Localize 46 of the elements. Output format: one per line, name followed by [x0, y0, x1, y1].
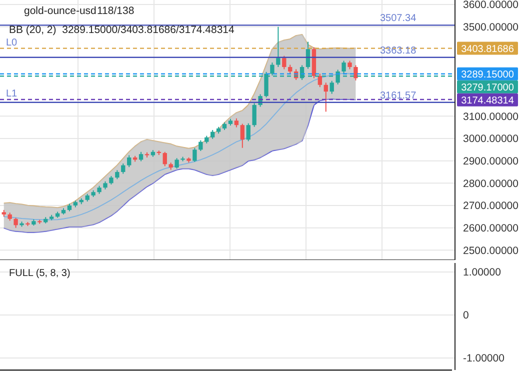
y-tick-label: 3000.00000: [463, 133, 519, 146]
candlestick: [306, 41, 310, 70]
candlestick: [342, 60, 346, 74]
text: BB (20, 2) 3289.15000/3403.81686/3174.48314: [9, 24, 235, 36]
y-tick-label: 3500.00000: [463, 21, 519, 34]
ref-line-label: 3161.57: [380, 90, 417, 102]
candlestick: [138, 151, 144, 162]
candlestick: [121, 163, 126, 174]
ref-line-label: 3507.34: [380, 13, 417, 24]
candlestick: [162, 151, 167, 167]
candlestick: [252, 102, 256, 128]
y-tick-label: 2600.00000: [463, 222, 519, 235]
candlestick: [198, 140, 203, 152]
candlestick: [276, 26, 280, 68]
candlestick: [324, 82, 328, 112]
text: 0: [463, 310, 469, 322]
text: gold-ounce-usd: [24, 5, 97, 17]
text: 1.00000: [463, 266, 502, 279]
candlestick: [354, 64, 358, 81]
y-tick-label: 3600.00000: [463, 0, 519, 12]
candlestick: [330, 80, 334, 94]
y-tick-label: 3100.00000: [463, 110, 519, 123]
candlestick: [318, 73, 322, 88]
text: -1.00000: [463, 352, 505, 365]
y-tick-label: 2800.00000: [463, 178, 519, 190]
ref-line-label: 3403.81686: [461, 44, 514, 55]
y-tick-label: 2500.00000: [463, 244, 519, 257]
text: FULL (5, 8, 3): [9, 268, 70, 279]
candlestick: [282, 55, 286, 70]
annotation: L1: [6, 88, 18, 100]
candlestick: [127, 154, 132, 168]
ref-line-label: 3363.18: [380, 45, 417, 56]
y-tick-label: 2700.00000: [463, 200, 519, 212]
candlestick: [240, 123, 244, 148]
candlestick: [270, 62, 274, 76]
candlestick: [246, 122, 250, 142]
candlestick: [14, 217, 18, 228]
ref-line-label: 3289.15000: [461, 69, 514, 80]
candlestick: [192, 147, 197, 162]
candlestick: [174, 158, 179, 170]
annotation: L0: [6, 37, 18, 48]
y-tick-label: 2900.00000: [463, 156, 519, 168]
line-series: [3, 98, 356, 233]
ref-line-label: 3279.17000: [461, 82, 514, 94]
ref-line-label: 3174.48314: [461, 95, 514, 106]
annotation: 118/138: [97, 5, 134, 17]
